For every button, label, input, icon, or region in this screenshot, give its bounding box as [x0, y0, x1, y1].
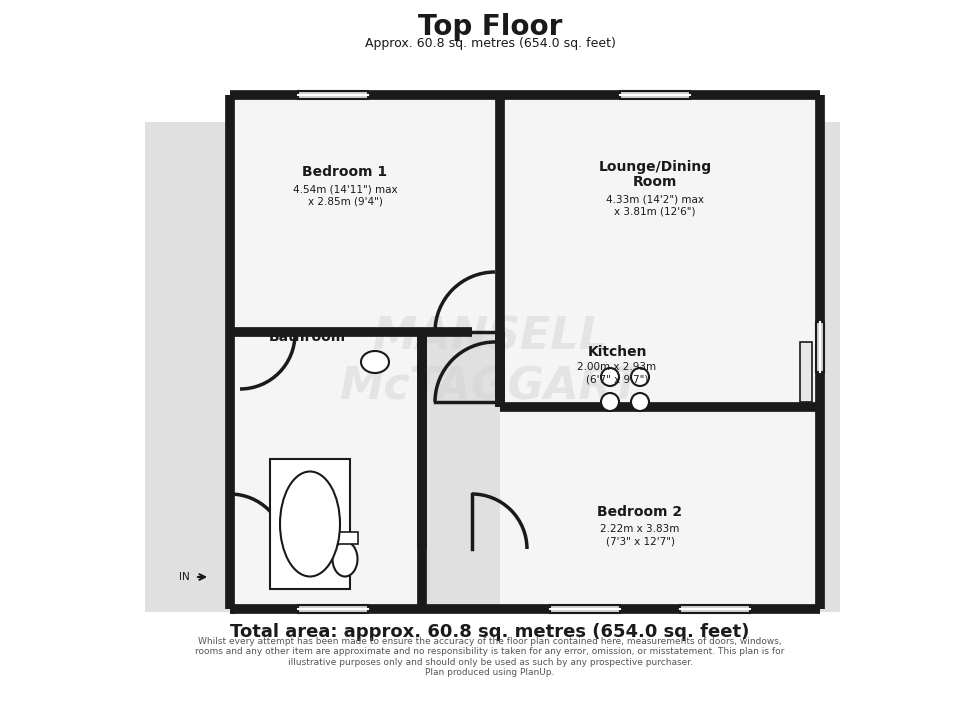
Text: Bathroom: Bathroom: [269, 330, 346, 344]
Text: MANSELL
McTAGGART: MANSELL McTAGGART: [339, 315, 641, 409]
Text: Lounge/Dining: Lounge/Dining: [599, 160, 711, 174]
Text: 4.33m (14'2") max: 4.33m (14'2") max: [606, 194, 704, 204]
Text: x 2.85m (9'4"): x 2.85m (9'4"): [308, 197, 382, 207]
Ellipse shape: [631, 393, 649, 411]
Text: Bedroom 2: Bedroom 2: [598, 505, 682, 519]
Bar: [270, 459, 350, 589]
Bar: [550, 605, 620, 613]
Bar: [816, 322, 824, 372]
Text: IN: IN: [179, 572, 190, 582]
Ellipse shape: [601, 393, 619, 411]
Ellipse shape: [631, 368, 649, 386]
Text: Top Floor: Top Floor: [417, 13, 563, 41]
Text: Total area: approx. 60.8 sq. metres (654.0 sq. feet): Total area: approx. 60.8 sq. metres (654…: [230, 623, 750, 641]
Ellipse shape: [361, 351, 389, 373]
Text: (6'7" x 9'7"): (6'7" x 9'7"): [586, 374, 648, 384]
Bar: [298, 91, 368, 99]
Ellipse shape: [280, 471, 340, 577]
Text: Approx. 60.8 sq. metres (654.0 sq. feet): Approx. 60.8 sq. metres (654.0 sq. feet): [365, 38, 615, 51]
Ellipse shape: [332, 542, 358, 577]
Ellipse shape: [601, 368, 619, 386]
Bar: [230, 95, 500, 332]
Bar: [500, 332, 820, 407]
Bar: [680, 605, 750, 613]
Text: 2.22m x 3.83m: 2.22m x 3.83m: [601, 524, 680, 534]
Bar: [620, 91, 690, 99]
Bar: [298, 605, 368, 613]
Text: Room: Room: [633, 175, 677, 189]
Bar: [332, 532, 358, 544]
Bar: [800, 342, 812, 402]
Text: Bedroom 1: Bedroom 1: [303, 165, 387, 179]
Bar: [145, 122, 840, 612]
Bar: [230, 332, 422, 609]
Bar: [500, 95, 820, 332]
Text: (7'3" x 12'7"): (7'3" x 12'7"): [606, 536, 674, 546]
Text: 2.00m x 2.93m: 2.00m x 2.93m: [577, 362, 657, 372]
Text: 4.54m (14'11") max: 4.54m (14'11") max: [293, 185, 397, 195]
Text: Whilst every attempt has been made to ensure the accuracy of the floor plan cont: Whilst every attempt has been made to en…: [195, 637, 785, 677]
Text: Kitchen: Kitchen: [587, 345, 647, 359]
Text: x 3.81m (12'6"): x 3.81m (12'6"): [614, 206, 696, 216]
Bar: [500, 407, 820, 609]
